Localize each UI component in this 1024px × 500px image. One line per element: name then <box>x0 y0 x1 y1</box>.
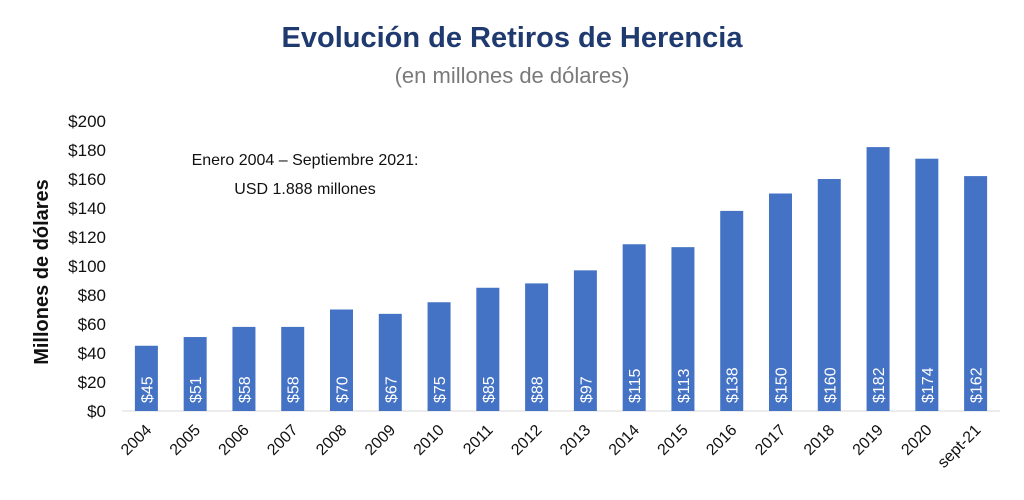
x-axis-ticks: 2004 2005 2006 2007 2008 2009 2010 2011 2012 2013… <box>118 422 984 472</box>
bar <box>525 283 549 411</box>
data-label: $45 <box>139 376 156 403</box>
x-tick-label: 2005 <box>167 422 204 459</box>
y-tick-label: $0 <box>87 402 106 421</box>
data-labels: $45 $51 $58 $58 $70 $67 $75 $85 $88 $97 $115 $113 $1… <box>139 367 985 403</box>
data-label: $174 <box>920 367 937 403</box>
bar <box>817 179 841 411</box>
x-tick-label: 2018 <box>801 422 838 459</box>
y-tick-label: $160 <box>68 170 106 189</box>
data-label: $67 <box>383 376 400 403</box>
data-label: $162 <box>969 367 986 403</box>
y-axis-label: Millones de dólares <box>31 179 53 365</box>
chart-subtitle: (en millones de dólares) <box>395 63 630 88</box>
y-tick-label: $100 <box>68 257 106 276</box>
bar <box>915 158 939 411</box>
annotation-line-2: USD 1.888 millones <box>234 181 375 198</box>
data-label: $97 <box>578 376 595 403</box>
x-tick-label: 2020 <box>898 422 935 459</box>
bar <box>671 247 695 411</box>
data-label: $58 <box>237 376 254 403</box>
y-tick-label: $20 <box>78 373 106 392</box>
data-label: $138 <box>725 367 742 403</box>
data-label: $70 <box>335 376 352 403</box>
data-label: $150 <box>774 367 791 403</box>
data-label: $182 <box>871 367 888 403</box>
bar <box>769 193 792 411</box>
y-tick-label: $60 <box>78 315 106 334</box>
bar <box>378 313 402 411</box>
bar <box>183 337 207 411</box>
x-tick-label: sept-21 <box>935 422 985 472</box>
x-tick-label: 2006 <box>216 422 253 459</box>
x-tick-label: 2015 <box>655 422 692 459</box>
y-tick-label: $200 <box>68 112 106 131</box>
x-tick-label: 2009 <box>362 422 399 459</box>
bars <box>134 147 988 411</box>
x-tick-label: 2013 <box>557 422 594 459</box>
x-tick-label: 2019 <box>850 422 887 459</box>
bar <box>573 270 597 411</box>
bar <box>720 210 744 411</box>
bar <box>330 309 353 411</box>
y-tick-label: $80 <box>78 286 106 305</box>
x-tick-label: 2016 <box>703 422 740 459</box>
x-tick-label: 2012 <box>508 422 545 459</box>
y-tick-label: $180 <box>68 141 106 160</box>
annotation-line-1: Enero 2004 – Septiembre 2021: <box>192 152 419 169</box>
x-tick-label: 2014 <box>606 422 643 459</box>
data-label: $58 <box>286 376 303 403</box>
bar <box>476 287 500 411</box>
bar <box>134 345 158 411</box>
x-tick-label: 2010 <box>411 422 448 459</box>
y-tick-label: $40 <box>78 344 106 363</box>
data-label: $51 <box>188 376 205 403</box>
chart-title: Evolución de Retiros de Herencia <box>282 22 744 54</box>
data-label: $88 <box>530 376 547 403</box>
bar <box>866 147 890 411</box>
data-label: $113 <box>676 368 693 403</box>
bar <box>622 244 646 411</box>
x-tick-label: 2004 <box>118 422 155 459</box>
y-axis-ticks: $0 $20 $40 $60 $80 $100 $120 $140 $160 $180 $200 <box>68 112 106 421</box>
y-tick-label: $140 <box>68 199 106 218</box>
bar <box>964 176 988 411</box>
bar <box>281 326 305 411</box>
data-label: $160 <box>822 367 839 403</box>
bar <box>427 302 451 411</box>
y-tick-label: $120 <box>68 228 106 247</box>
data-label: $85 <box>481 376 498 403</box>
data-label: $115 <box>627 368 644 403</box>
data-label: $75 <box>432 376 449 403</box>
x-tick-label: 2007 <box>264 422 301 459</box>
bar <box>232 326 256 411</box>
x-tick-label: 2008 <box>313 422 350 459</box>
x-tick-label: 2017 <box>752 422 789 459</box>
x-tick-label: 2011 <box>460 422 496 458</box>
